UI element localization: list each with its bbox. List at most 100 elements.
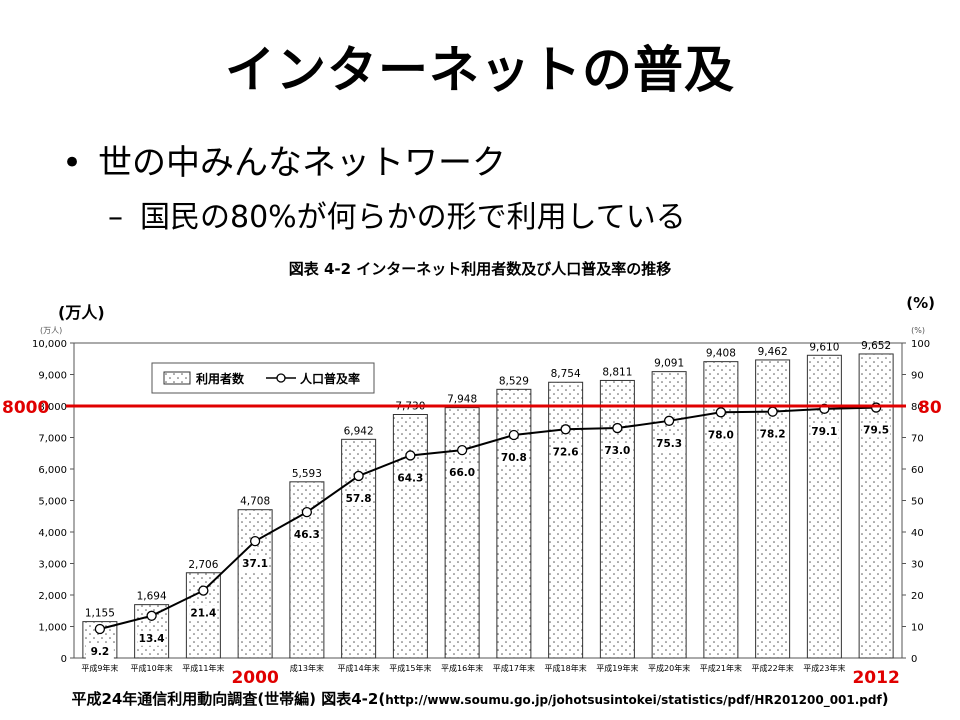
line-value-label: 75.3	[656, 438, 682, 450]
line-value-label: 66.0	[449, 467, 475, 479]
line-point	[94, 623, 106, 635]
line-value-label: 46.3	[294, 529, 320, 541]
line-value-label-bg	[292, 527, 321, 543]
line-value-label: 64.3	[397, 472, 423, 484]
line-point	[456, 444, 468, 456]
x-axis-tick-label: 成13年末	[290, 663, 324, 673]
line-value-label-bg	[448, 465, 477, 481]
bar	[599, 379, 635, 659]
line-value-label-bg	[862, 422, 891, 438]
x-axis-tick-label: 平成15年末	[389, 663, 431, 673]
bar-value-label: 9,462	[758, 346, 788, 358]
line-point	[353, 470, 364, 482]
x-axis-tick-label: 平成11年末	[182, 663, 224, 673]
line-point	[767, 406, 778, 417]
bar-value-label: 6,942	[344, 425, 374, 437]
left-axis-unit: (万人)	[58, 303, 105, 322]
bar	[237, 509, 273, 659]
chart-title: 図表 4-2 インターネット利用者数及び人口普及率の推移	[289, 260, 672, 278]
bar-value-label: 9,408	[706, 348, 736, 360]
line-value-label-bg	[499, 449, 528, 465]
bar-value-label: 2,706	[188, 559, 218, 571]
right-axis-unit-small: (%)	[911, 326, 925, 335]
line-point	[560, 424, 571, 435]
bar-value-label: 8,754	[551, 368, 581, 380]
left-axis-tick-label: 6,000	[38, 465, 67, 476]
line-value-label: 70.8	[501, 452, 527, 464]
line-point	[301, 507, 313, 518]
left-axis-tick-label: 8,000	[38, 402, 67, 413]
line-point	[508, 429, 520, 441]
line-value-label: 37.1	[242, 558, 268, 570]
bar	[341, 438, 377, 659]
line-point	[146, 610, 157, 621]
bar-value-label: 5,593	[292, 468, 322, 480]
right-axis-tick-label: 100	[911, 339, 930, 350]
source-suffix: )	[881, 690, 889, 708]
right-axis-tick-label: 20	[911, 591, 924, 602]
reference-line-left-label: 8000	[2, 398, 49, 418]
x-axis-tick-label: 平成20年末	[648, 663, 690, 673]
right-axis-tick-label: 50	[911, 497, 924, 508]
x-axis-tick-label: 平成17年末	[493, 663, 535, 673]
line-value-label: 73.0	[604, 445, 630, 457]
right-axis-tick-label: 0	[911, 654, 917, 665]
right-axis-tick-label: 30	[911, 560, 924, 571]
right-axis-unit: (%)	[906, 294, 935, 312]
reference-line-right-label: 80	[918, 398, 942, 418]
line-value-label-bg	[655, 435, 684, 451]
line-value-label-bg	[137, 630, 166, 646]
line-value-label: 9.2	[91, 646, 110, 658]
left-axis-unit-small: (万人)	[40, 326, 62, 335]
x-axis-tick-label: 平成10年末	[131, 663, 173, 673]
bullet-item: • 世の中みんなネットワーク	[62, 135, 506, 184]
x-axis-tick-label: 平成22年末	[752, 663, 794, 673]
right-axis-tick-label: 60	[911, 465, 924, 476]
right-axis-tick-label: 10	[911, 623, 924, 634]
line-point	[715, 407, 727, 418]
line-value-label-bg	[603, 443, 632, 459]
sub-bullet-item: – 国民の80%が何らかの形で利用している	[108, 192, 686, 236]
legend-bar-label: 利用者数	[196, 371, 245, 386]
left-axis-tick-label: 5,000	[38, 497, 67, 508]
bar-value-label: 7,948	[447, 394, 477, 406]
internet-users-chart: 図表 4-2 インターネット利用者数及び人口普及率の推移 (万人) (万人) (%) (…	[2, 260, 942, 685]
legend-line-label: 人口普及率	[300, 371, 360, 386]
bar	[651, 371, 687, 659]
left-axis-tick-label: 1,000	[38, 623, 67, 634]
bar	[548, 381, 584, 659]
line-value-label-bg	[758, 426, 787, 442]
line-value-label-bg	[396, 470, 425, 486]
line-point	[663, 415, 675, 426]
x-axis-tick-label: 平成21年末	[700, 663, 742, 673]
year-annotation: 2012	[852, 668, 899, 685]
x-axis-tick-label: 平成19年末	[596, 663, 638, 673]
line-value-label-bg	[85, 644, 114, 660]
bar	[858, 353, 894, 659]
slide-title: インターネットの普及	[225, 41, 735, 99]
x-axis-tick-label: 平成23年末	[803, 663, 845, 673]
bar-value-label: 8,529	[499, 375, 529, 387]
line-value-label-bg	[810, 423, 839, 439]
line-value-label: 79.5	[863, 425, 889, 437]
line-point	[870, 402, 882, 413]
line-value-label-bg	[344, 490, 373, 506]
bullet-dot-icon: •	[62, 143, 83, 183]
left-axis-tick-label: 9,000	[38, 371, 67, 382]
legend-line-marker	[276, 373, 286, 383]
x-axis-tick-label: 平成14年末	[338, 663, 380, 673]
left-axis-tick-label: 2,000	[38, 591, 67, 602]
left-axis-tick-label: 3,000	[38, 560, 67, 571]
bar-value-label: 8,811	[602, 366, 632, 378]
bar	[806, 354, 842, 659]
bar-value-label: 4,708	[240, 496, 270, 508]
line-value-label: 21.4	[190, 608, 216, 620]
bullet-dash-icon: –	[108, 200, 123, 235]
bar-value-label: 1,155	[85, 608, 115, 620]
legend-bar-swatch	[163, 371, 191, 385]
year-annotation: 2000	[231, 668, 278, 685]
sub-bullet-text: 国民の80%が何らかの形で利用している	[140, 200, 686, 235]
left-axis-tick-label: 4,000	[38, 528, 67, 539]
source-url-link[interactable]: http://www.soumu.go.jp/johotsusintokei/s…	[385, 693, 882, 707]
bar-value-label: 9,091	[654, 358, 684, 370]
